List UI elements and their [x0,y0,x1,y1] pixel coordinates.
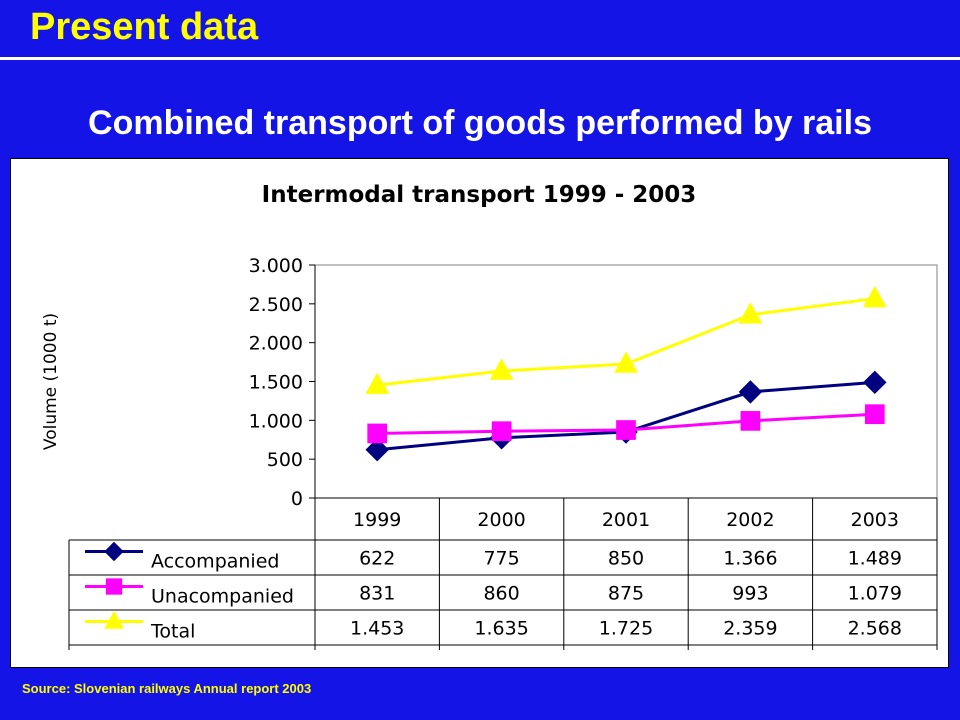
data-point-accompanied [738,380,763,404]
data-table-cell: 850 [608,548,644,570]
data-table-cell: 1.453 [350,618,404,640]
x-category-label: 2000 [477,509,525,531]
data-point-unacompanied [367,423,388,444]
legend-key-marker [104,541,124,562]
y-tick-label: 2.000 [249,333,303,355]
data-table-cell: 1.635 [474,618,528,640]
y-tick-label: 0 [291,488,303,510]
data-table-cell: 1.366 [723,548,777,570]
chart-title: Intermodal transport 1999 - 2003 [262,182,697,208]
x-category-label: 2001 [602,509,650,531]
data-table-cell: 1.489 [848,548,902,570]
legend-key-marker [105,578,123,595]
y-tick-label: 500 [267,449,303,471]
legend-label: Total [150,621,195,643]
data-table-cell: 875 [608,583,644,605]
data-table-cell: 775 [483,548,519,570]
data-table-cell: 622 [359,548,395,570]
data-table-cell: 2.359 [723,618,777,640]
legend-key-marker [104,611,124,629]
data-point-unacompanied [491,421,512,442]
y-tick-label: 3.000 [249,255,303,277]
title-divider [0,57,960,60]
x-category-label: 2002 [726,509,774,531]
data-point-unacompanied [864,404,885,425]
data-point-total [489,358,514,380]
x-category-label: 1999 [353,509,401,531]
data-point-total [862,285,887,308]
source-note: Source: Slovenian railways Annual report… [22,681,312,696]
data-point-accompanied [365,437,389,462]
y-axis-label: Volume (1000 t) [41,313,61,450]
chart-svg: Intermodal transport 1999 - 2003 Volume (… [41,182,938,650]
data-table-cell: 2.568 [848,618,902,640]
chart-panel: Intermodal transport 1999 - 2003 Volume (… [10,158,949,668]
data-point-unacompanied [740,411,761,431]
data-table-cell: 1.725 [599,618,653,640]
y-tick-label: 2.500 [249,294,303,316]
data-point-total [738,302,763,324]
y-tick-label: 1.500 [249,372,303,394]
x-category-label: 2003 [851,509,899,531]
legend-label: Unacompanied [151,586,294,608]
data-table-cell: 860 [483,583,519,605]
data-table-cell: 1.079 [848,583,902,605]
y-tick-label: 1.000 [249,410,303,432]
slide-subtitle: Combined transport of goods performed by… [88,104,872,142]
data-point-unacompanied [616,420,636,440]
data-point-total [614,351,638,373]
slide-title: Present data [30,6,259,48]
data-point-accompanied [863,370,887,395]
data-table-cell: 993 [732,583,768,605]
data-point-total [365,372,390,394]
legend-label: Accompanied [151,551,279,573]
data-table-cell: 831 [359,583,395,605]
